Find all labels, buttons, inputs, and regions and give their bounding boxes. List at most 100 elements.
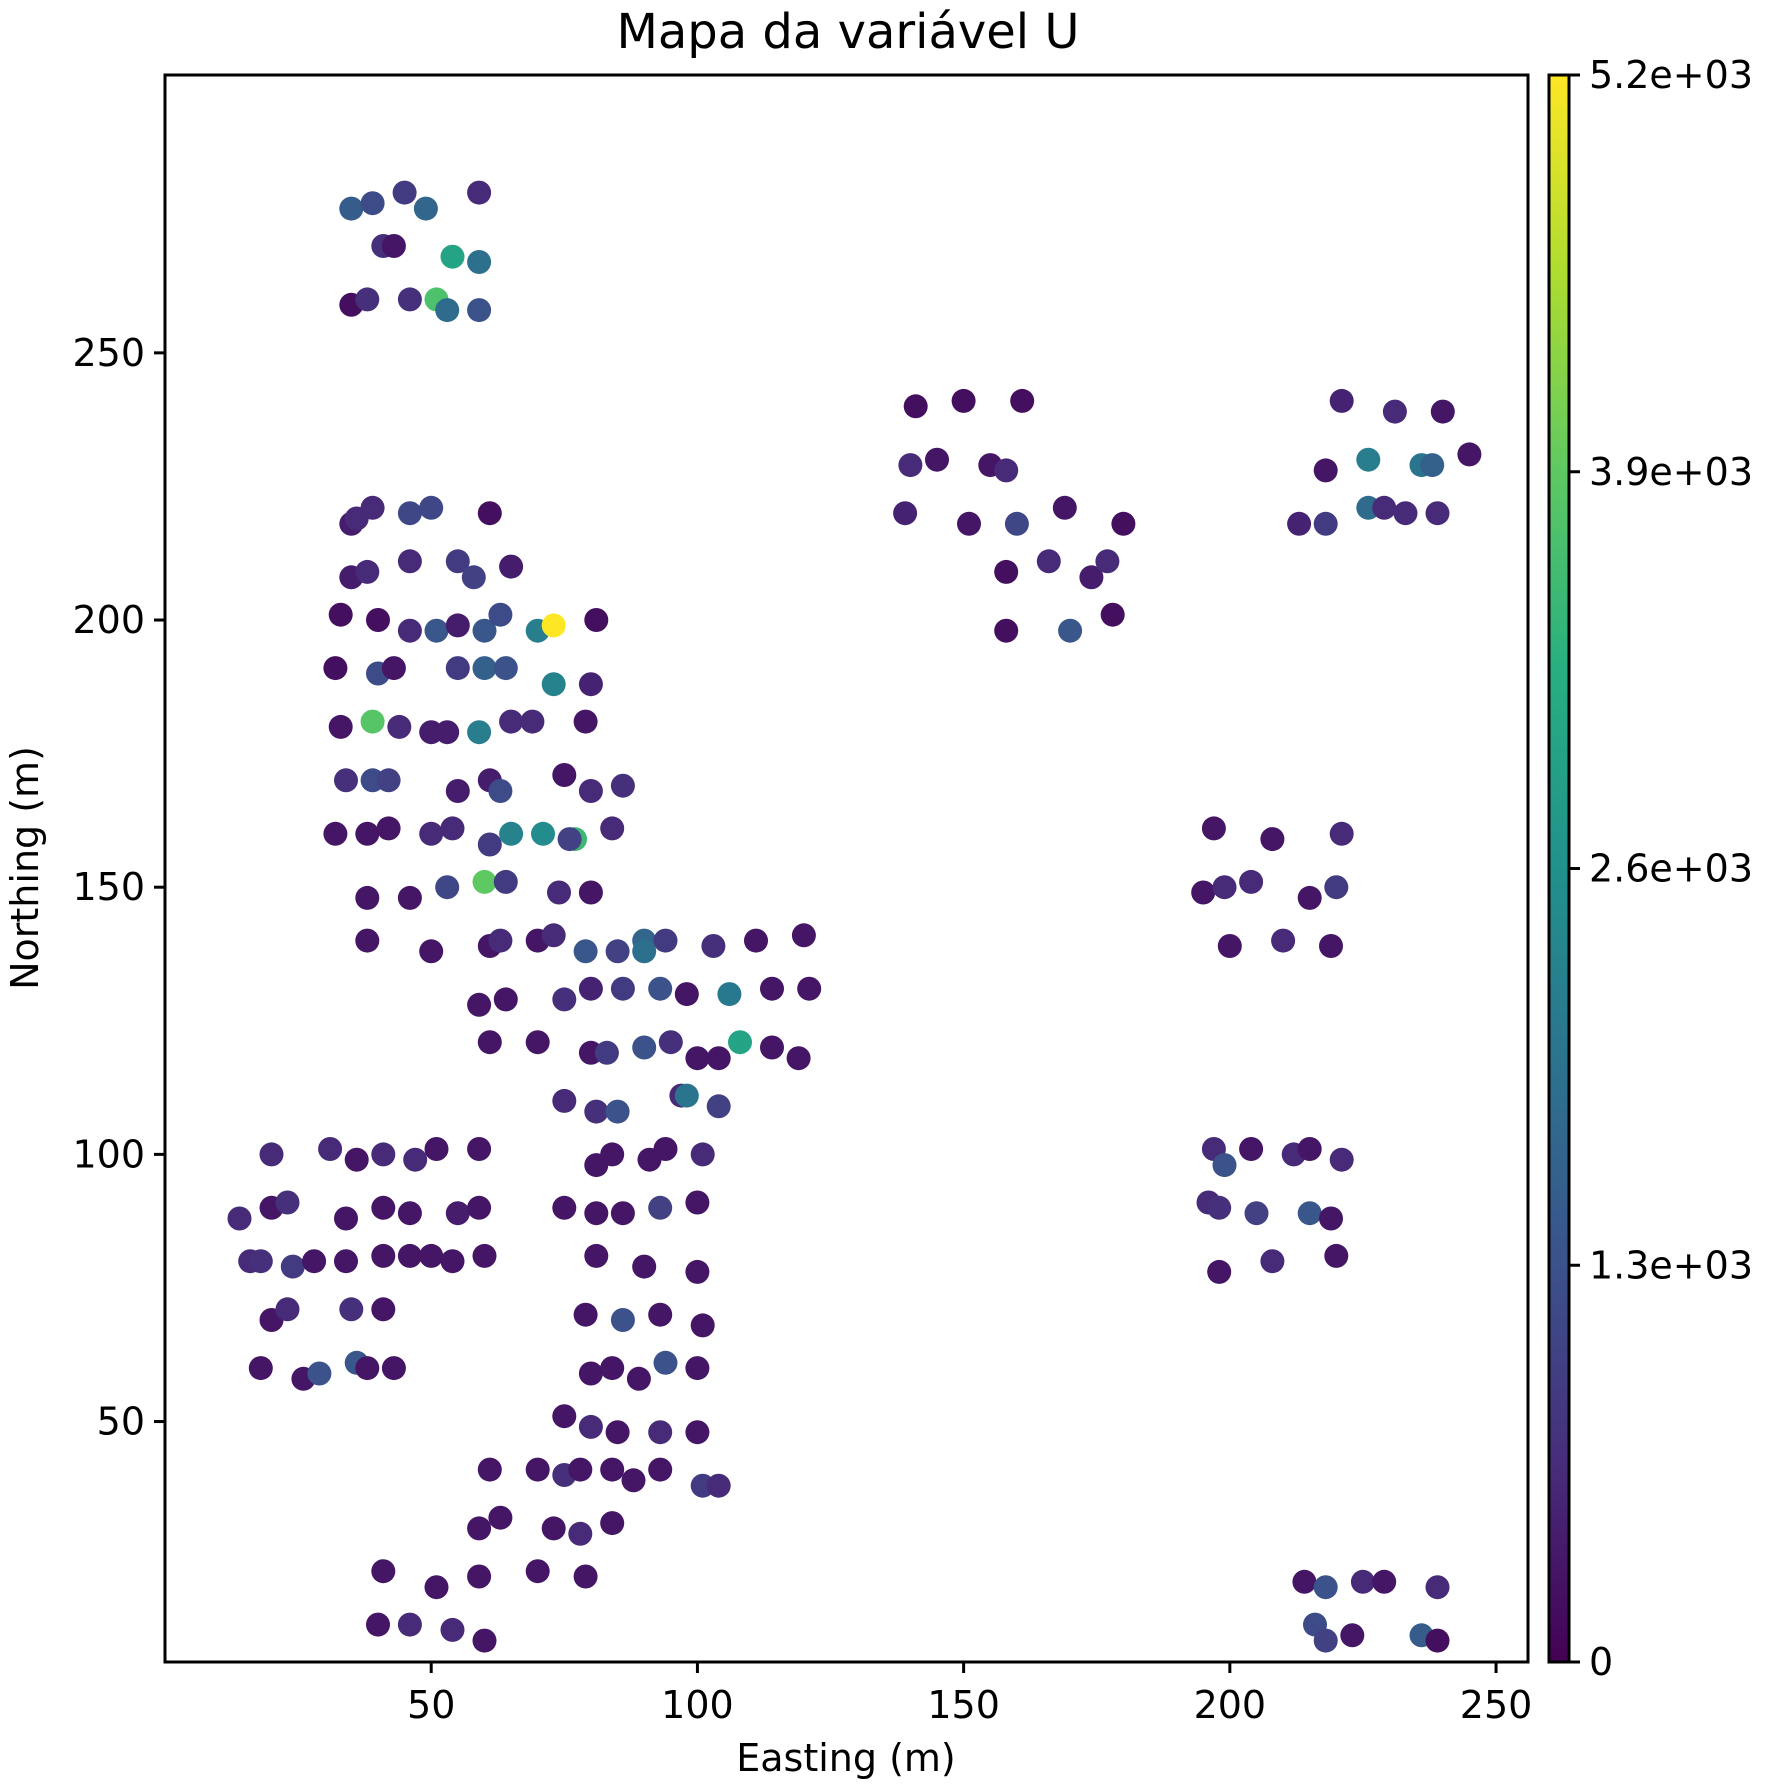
data-point: [419, 939, 444, 964]
data-point: [1329, 821, 1354, 846]
data-point: [1340, 1623, 1365, 1648]
data-point: [397, 287, 422, 312]
data-point: [445, 613, 470, 638]
data-point: [1111, 511, 1136, 536]
data-point: [445, 656, 470, 681]
data-point: [355, 1356, 380, 1381]
data-point: [1191, 880, 1216, 905]
data-point: [323, 821, 348, 846]
data-point: [477, 1030, 502, 1055]
data-point: [706, 1473, 731, 1498]
data-point: [467, 1564, 492, 1589]
data-point: [376, 768, 401, 793]
data-point: [728, 1030, 752, 1055]
data-point: [1271, 928, 1296, 953]
data-point: [1329, 388, 1354, 413]
data-point: [552, 1195, 577, 1220]
data-point: [371, 1195, 396, 1220]
colorbar-ticks: 0 1.3e+03 2.6e+03 3.9e+03 5.2e+03: [1569, 53, 1753, 1684]
data-point: [371, 1243, 396, 1268]
data-point: [424, 618, 449, 643]
data-point: [1260, 827, 1285, 852]
data-point: [552, 763, 577, 787]
data-point: [706, 1046, 731, 1071]
data-point: [706, 1094, 731, 1119]
y-axis-ticks: 50 100 150 200 250: [72, 331, 165, 1444]
data-point: [371, 1297, 396, 1322]
data-point: [600, 1457, 625, 1482]
x-axis-ticks: 50 100 150 200 250: [407, 1662, 1532, 1727]
data-point: [1313, 511, 1338, 536]
data-point: [493, 987, 518, 1012]
data-point: [600, 1356, 625, 1381]
data-point: [632, 1035, 657, 1060]
data-point: [1212, 1153, 1237, 1178]
data-point: [445, 549, 470, 574]
data-point: [1425, 1575, 1450, 1600]
data-point: [791, 923, 816, 948]
data-point: [1058, 618, 1083, 643]
data-point: [578, 1361, 603, 1386]
data-point: [467, 1516, 492, 1541]
data-point: [610, 1201, 635, 1226]
data-point: [1313, 1628, 1338, 1653]
data-point: [1010, 388, 1035, 413]
data-point: [488, 779, 513, 803]
data-point: [605, 939, 630, 964]
data-point: [1052, 495, 1077, 520]
data-point: [424, 1137, 449, 1161]
data-point: [280, 1254, 305, 1279]
data-point: [903, 394, 928, 419]
data-point: [674, 1083, 699, 1108]
colorbar-tick-label: 2.6e+03: [1589, 847, 1753, 891]
plot-frame: [163, 73, 1530, 1664]
data-point: [578, 672, 603, 697]
data-point: [1239, 869, 1264, 894]
data-point: [419, 821, 444, 846]
data-point: [467, 720, 492, 745]
data-point: [440, 1249, 465, 1274]
data-point: [1004, 511, 1029, 536]
data-point: [403, 1147, 428, 1172]
data-point: [541, 613, 566, 638]
data-point: [541, 672, 566, 697]
data-point: [744, 928, 768, 953]
data-point: [584, 1243, 609, 1268]
data-point: [685, 1046, 710, 1071]
y-tick-label: 100: [72, 1132, 145, 1176]
data-point: [397, 1243, 422, 1268]
data-point: [355, 821, 380, 846]
data-point: [360, 495, 385, 520]
data-point: [488, 1505, 513, 1530]
data-point: [472, 656, 497, 681]
data-point: [648, 1302, 673, 1327]
data-point: [318, 1137, 343, 1161]
data-point: [445, 779, 470, 803]
data-point: [1079, 565, 1104, 590]
data-point: [994, 559, 1019, 584]
data-point: [488, 602, 513, 627]
data-point: [717, 982, 742, 1007]
data-point: [893, 501, 918, 526]
data-point: [994, 618, 1019, 643]
data-point: [499, 554, 524, 579]
data-point: [600, 1511, 625, 1536]
data-point: [578, 880, 603, 905]
data-point: [1356, 447, 1381, 472]
data-point: [227, 1206, 252, 1231]
data-point: [376, 816, 401, 841]
data-point: [334, 1206, 358, 1231]
data-point: [674, 982, 699, 1007]
data-point: [1372, 1569, 1397, 1594]
data-point: [1217, 934, 1242, 958]
y-tick-label: 200: [72, 598, 145, 642]
data-point: [472, 1628, 497, 1653]
data-point: [381, 234, 406, 258]
data-point: [493, 656, 518, 681]
data-point: [472, 869, 497, 894]
data-point: [467, 298, 492, 323]
data-point: [1297, 1137, 1322, 1161]
data-point: [994, 458, 1019, 483]
data-point: [786, 1046, 811, 1071]
data-point: [578, 779, 603, 803]
